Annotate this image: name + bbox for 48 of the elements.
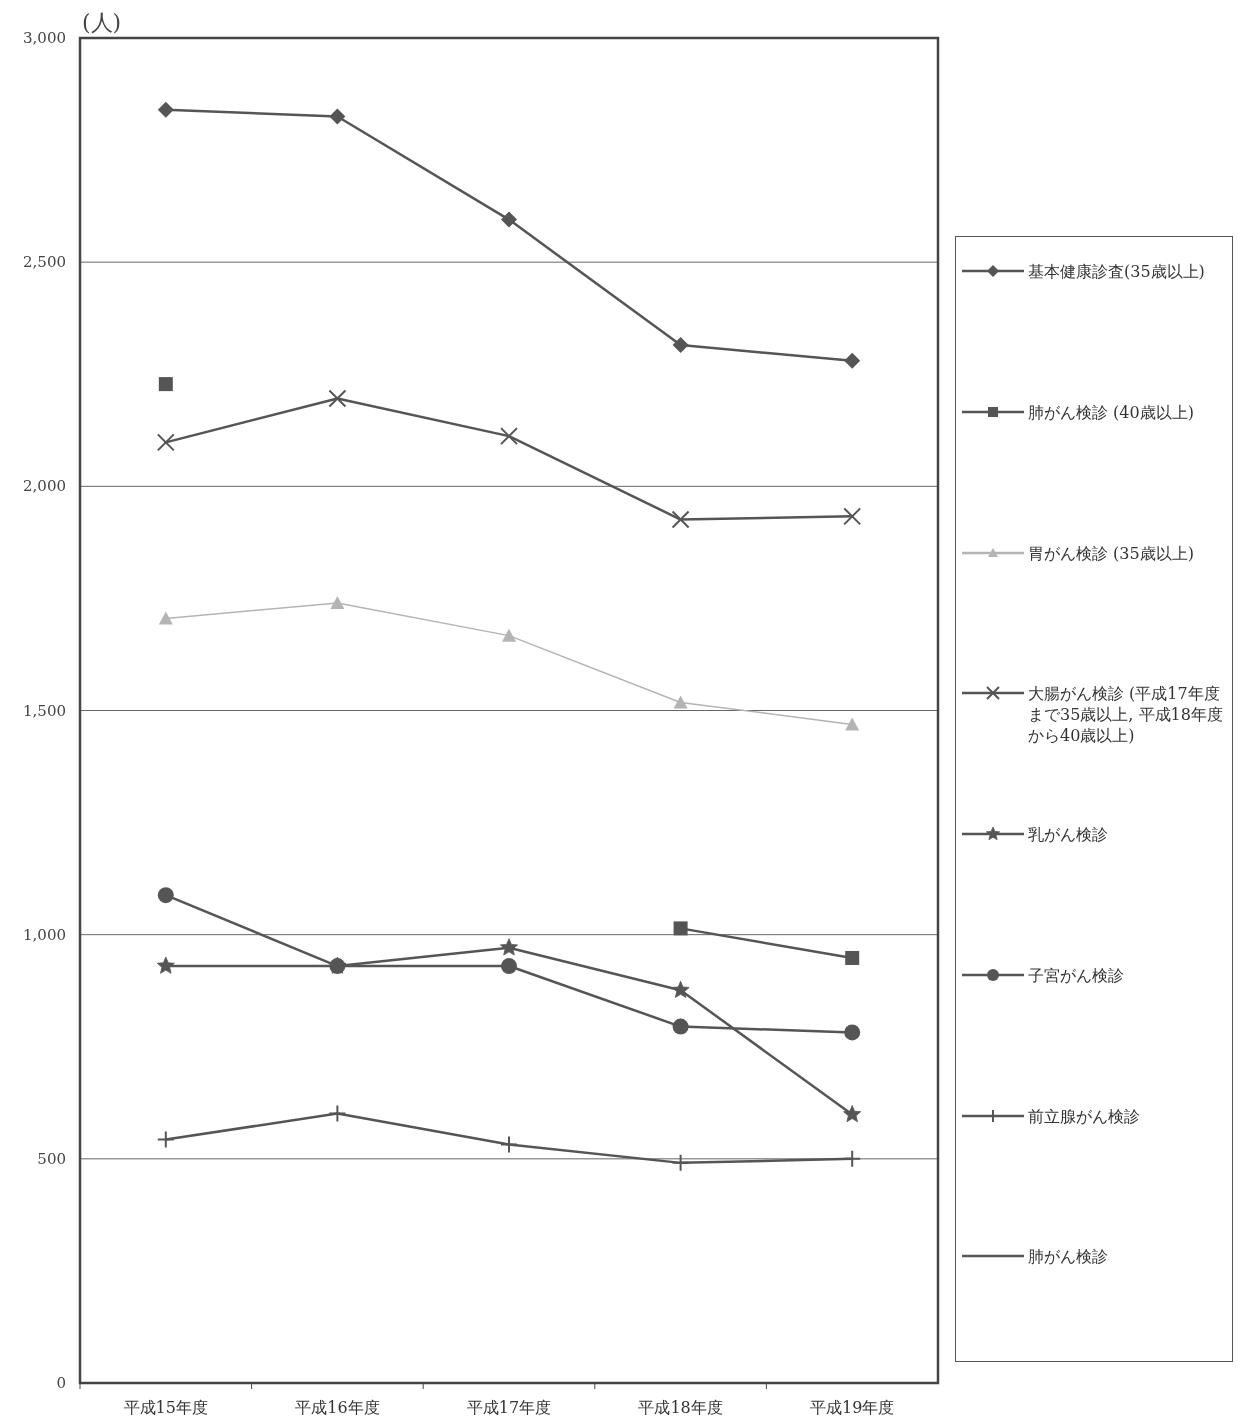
- y-tick-label: 2,000: [23, 477, 66, 496]
- point: [671, 510, 690, 529]
- legend-label: 胃がん検診 (35歳以上): [1028, 542, 1195, 564]
- point: [330, 595, 345, 609]
- point: [157, 101, 174, 118]
- point: [672, 1018, 689, 1035]
- point: [844, 1024, 861, 1041]
- point: [156, 1130, 175, 1149]
- y-tick-label: 0: [56, 1374, 66, 1392]
- point: [158, 377, 173, 392]
- point: [328, 389, 347, 408]
- point: [845, 717, 860, 731]
- point: [158, 611, 173, 625]
- legend-label: 大腸がん検診 (平成17年度まで35歳以上, 平成18年度から40歳以上): [1028, 683, 1224, 747]
- point: [673, 921, 688, 936]
- y-tick-label: 3,000: [23, 29, 66, 47]
- y-tick-label: 1,500: [23, 701, 66, 720]
- point: [844, 352, 861, 369]
- legend-label: 肺がん検診: [1028, 1246, 1109, 1268]
- legend-label: 前立腺がん検診: [1028, 1105, 1141, 1127]
- point: [501, 958, 517, 975]
- x-tick-label: 平成16年度: [295, 1398, 380, 1417]
- point: [502, 628, 516, 642]
- legend-label: 基本健康診査(35歳以上): [1028, 261, 1206, 282]
- x-tick-label: 平成17年度: [466, 1398, 552, 1417]
- y-tick-label: 500: [37, 1149, 66, 1168]
- point: [845, 950, 860, 965]
- point: [673, 695, 688, 709]
- point: [501, 211, 517, 228]
- legend-label: 肺がん検診 (40歳以上): [1028, 401, 1195, 423]
- legend-label: 乳がん検診: [1028, 824, 1109, 845]
- point: [843, 507, 862, 526]
- point: [157, 887, 174, 904]
- point: [329, 108, 346, 125]
- point: [500, 938, 518, 956]
- y-tick-label: 2,500: [23, 253, 66, 272]
- x-tick-label: 平成19年度: [810, 1398, 895, 1417]
- y-tick-label: 1,000: [23, 925, 66, 944]
- point: [843, 1105, 862, 1123]
- point: [671, 980, 690, 998]
- point: [156, 956, 175, 974]
- legend-label: 子宮がん検診: [1028, 964, 1125, 986]
- point: [156, 433, 175, 452]
- point: [500, 427, 518, 446]
- x-tick-label: 平成18年度: [638, 1398, 723, 1417]
- x-tick-label: 平成15年度: [123, 1398, 208, 1417]
- y-axis-title: (人): [82, 10, 122, 35]
- point: [672, 337, 689, 354]
